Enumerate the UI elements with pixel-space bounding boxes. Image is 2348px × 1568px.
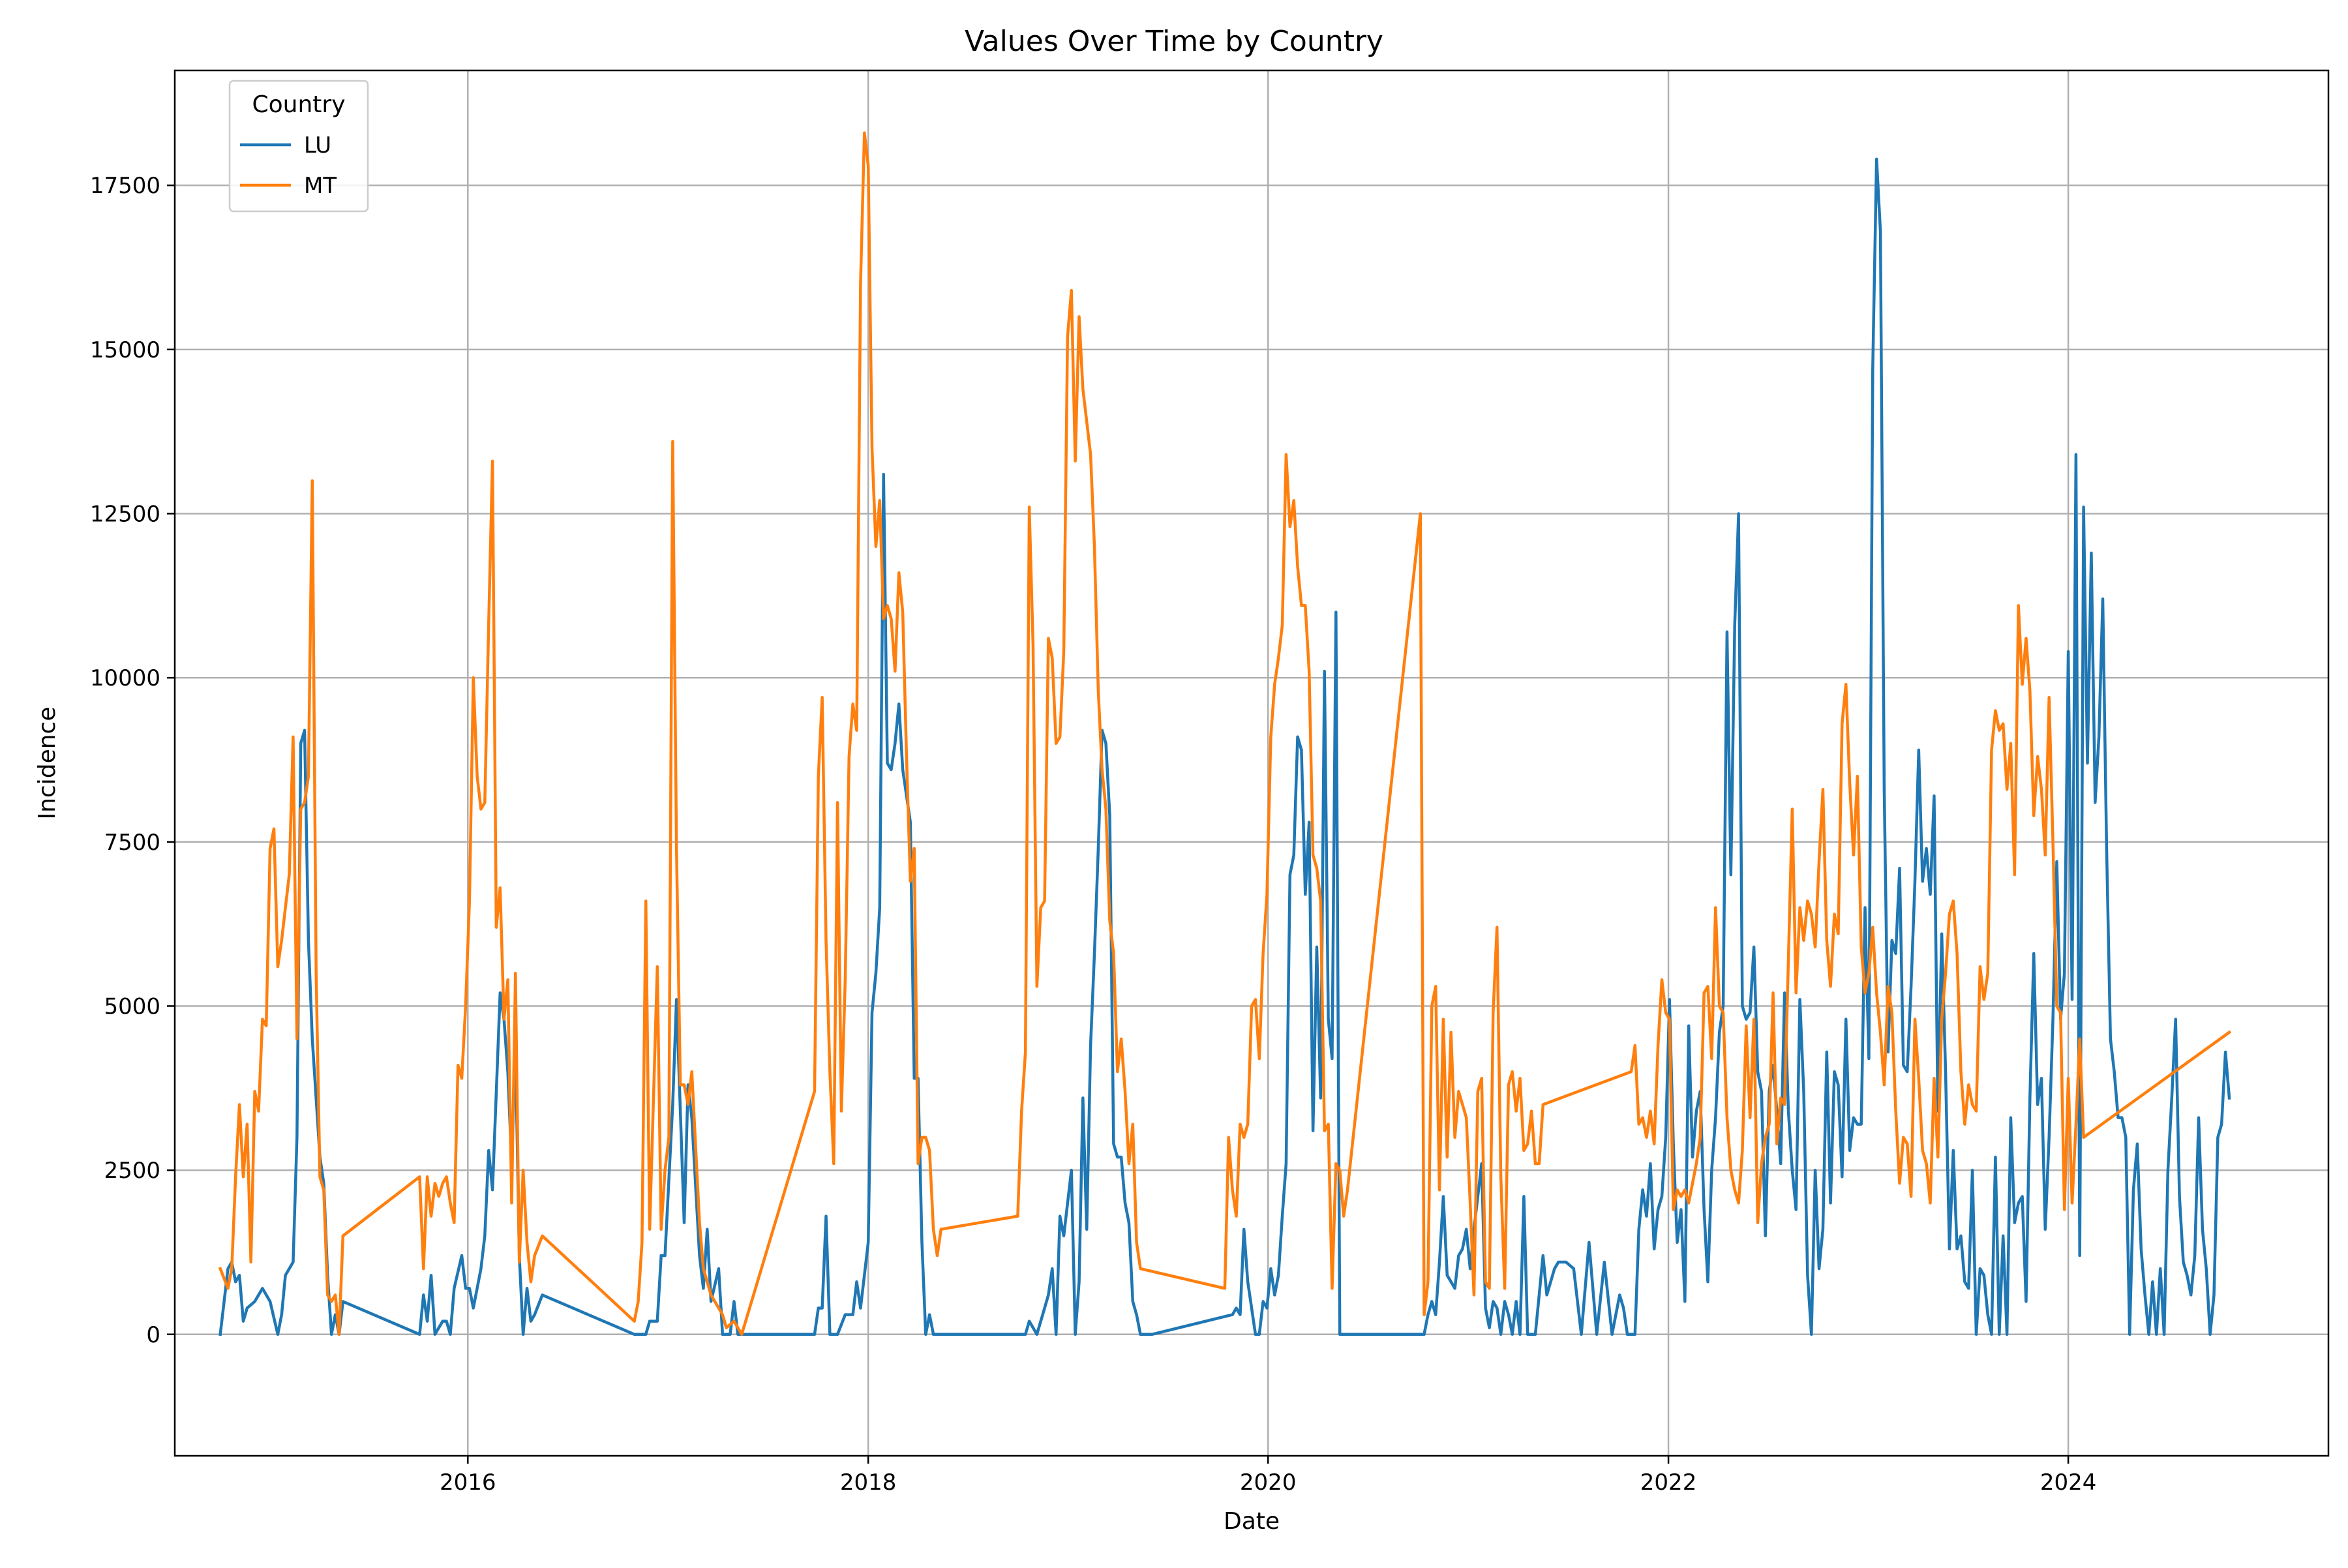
legend-item-lu: LU xyxy=(240,132,331,158)
y-tick-label: 5000 xyxy=(104,993,160,1019)
x-axis-label: Date xyxy=(1224,1508,1280,1535)
y-axis-label: Incidence xyxy=(34,707,61,820)
y-axis: 0 2500 5000 7500 10000 12500 15000 17500 xyxy=(90,173,175,1348)
series-line-lu xyxy=(218,157,2231,1336)
y-tick-label: 17500 xyxy=(90,173,160,199)
chart-title: Values Over Time by Country xyxy=(965,25,1383,58)
y-tick-label: 10000 xyxy=(90,665,160,691)
x-tick-label: 2022 xyxy=(1640,1470,1697,1496)
x-tick-label: 2020 xyxy=(1240,1470,1297,1496)
series-line-mt xyxy=(218,131,2232,1336)
y-tick-label: 2500 xyxy=(104,1158,160,1184)
legend-item-mt: MT xyxy=(240,173,337,199)
legend-title: Country xyxy=(252,91,345,118)
legend: Country LU MT xyxy=(228,80,369,213)
legend-label: MT xyxy=(304,173,337,199)
x-tick-label: 2024 xyxy=(2040,1470,2097,1496)
y-tick-label: 7500 xyxy=(104,830,160,856)
x-tick-label: 2016 xyxy=(440,1470,496,1496)
y-tick-label: 12500 xyxy=(90,501,160,527)
legend-label: LU xyxy=(304,132,331,158)
series-layer xyxy=(218,131,2232,1336)
plot-frame xyxy=(173,69,2330,1457)
y-tick-label: 0 xyxy=(146,1322,160,1348)
x-axis: 2016 2018 2020 2022 2024 xyxy=(440,1456,2096,1496)
y-tick-label: 15000 xyxy=(90,337,160,363)
x-tick-label: 2018 xyxy=(840,1470,897,1496)
legend-box xyxy=(228,80,369,213)
